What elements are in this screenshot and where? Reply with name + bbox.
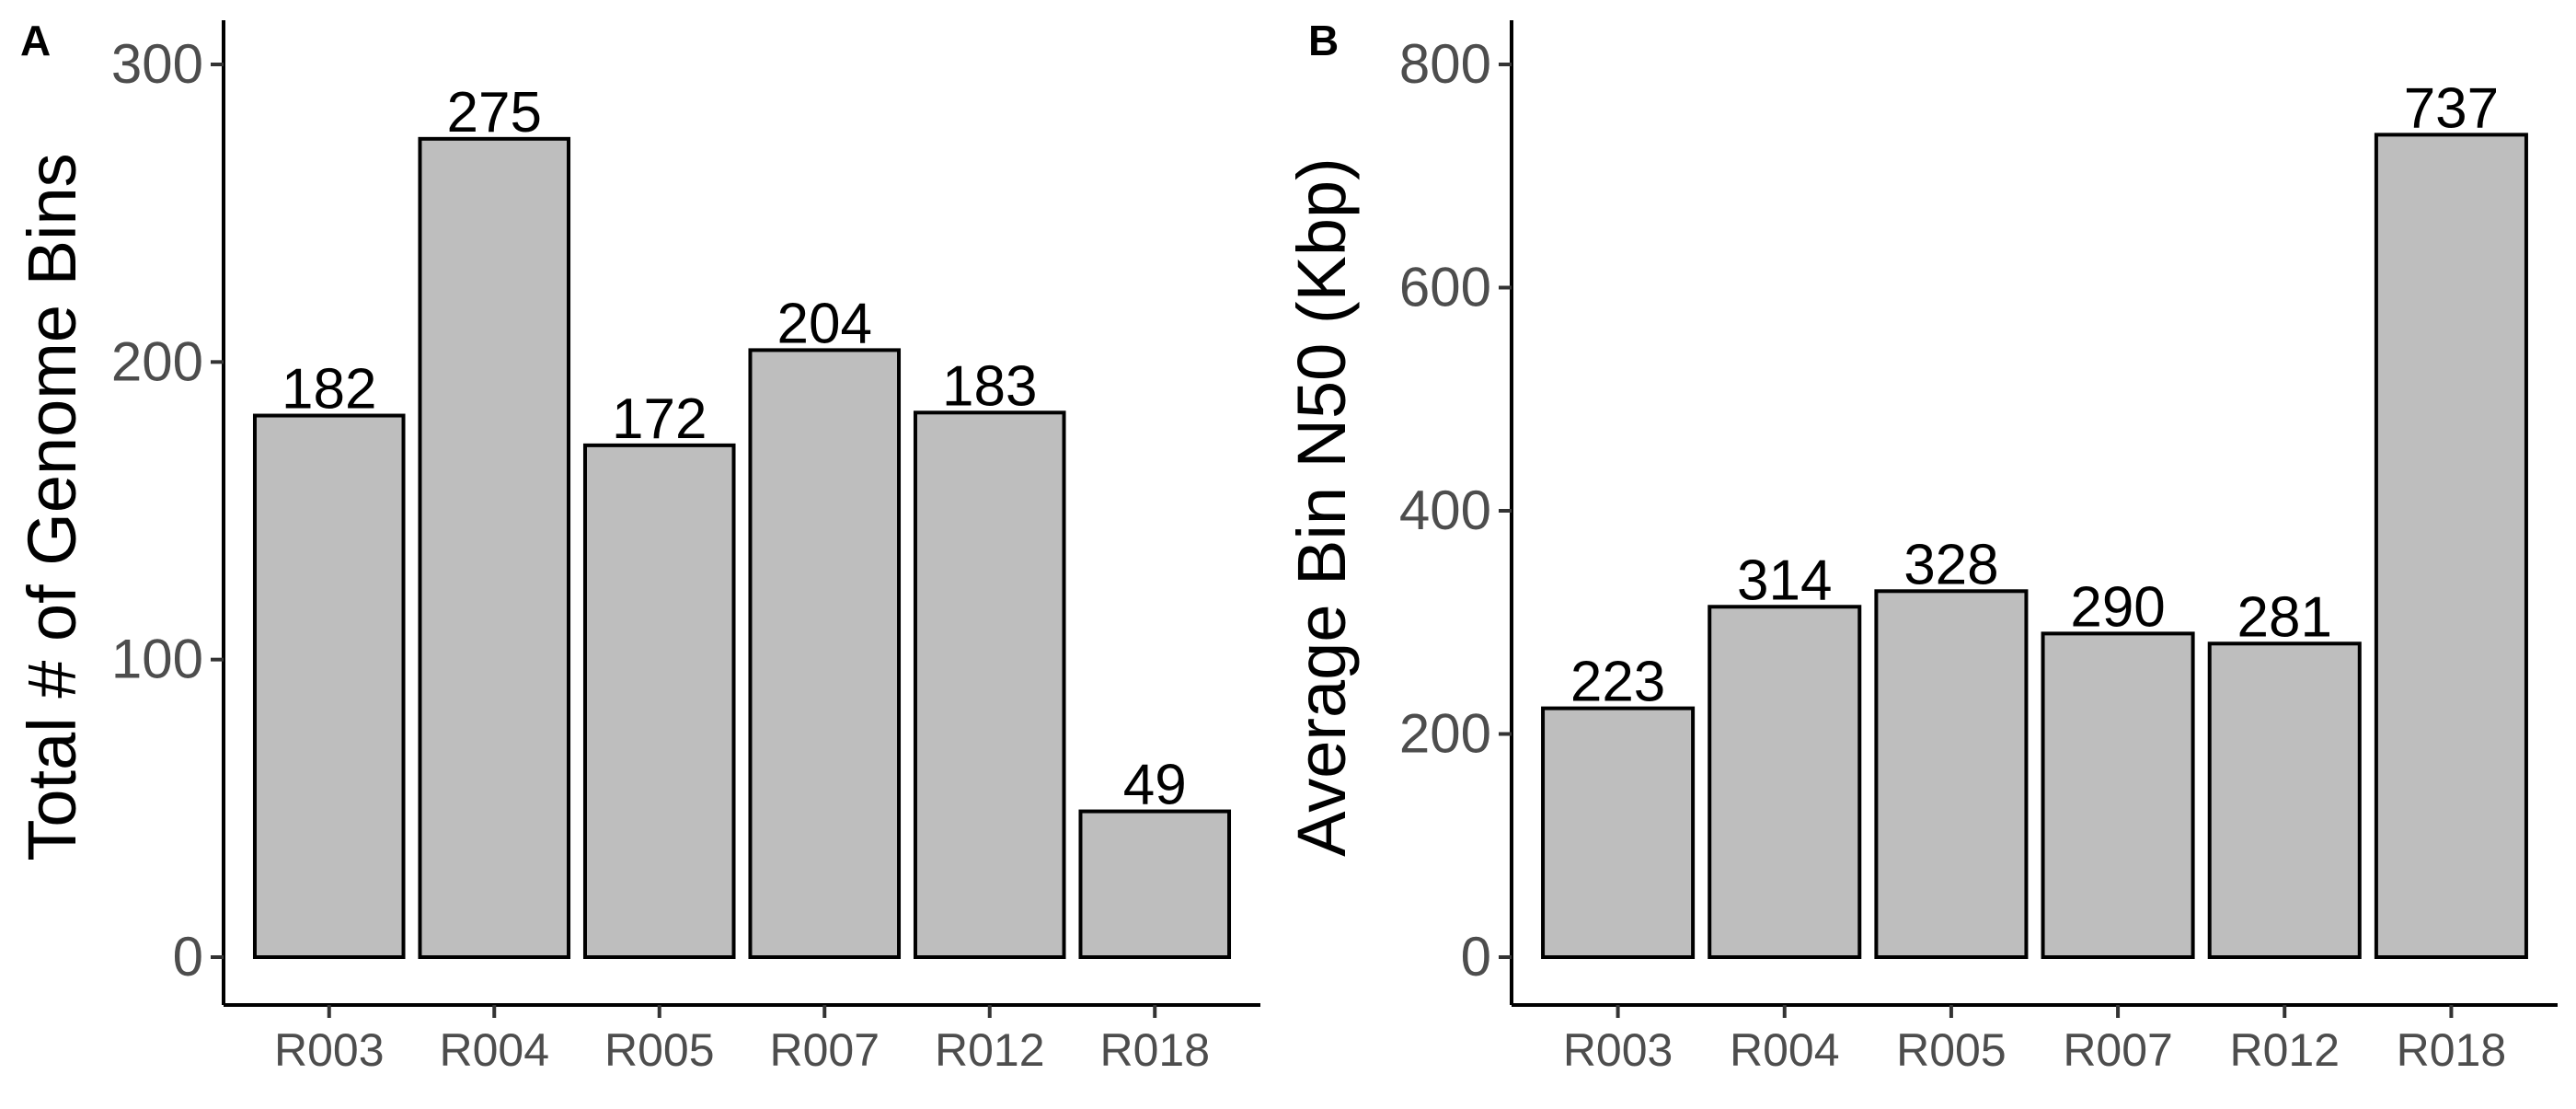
panel-a-xtick-label: R012 — [935, 1024, 1045, 1076]
panel-b-bar-r007 — [2041, 631, 2195, 959]
panel-b-ytick-label: 800 — [1399, 33, 1491, 95]
panel-a-bar-r007 — [748, 348, 902, 959]
panel-a-bar-r012 — [913, 410, 1066, 959]
panel-b-ytick-label: 400 — [1399, 479, 1491, 541]
panel-b-bar-r004 — [1708, 605, 1862, 960]
panel-b-bar-r012 — [2207, 641, 2362, 959]
panel-b-y-axis-title: Average Bin N50 (Kbp) — [1283, 157, 1360, 857]
panel-a-ytick-label: 100 — [111, 629, 203, 690]
panel-a-data-label: 275 — [447, 81, 542, 144]
panel-b-data-label: 328 — [1903, 533, 1998, 596]
panel-a-y-axis-title: Total # of Genome Bins — [14, 153, 90, 861]
panel-a-bar-r003 — [252, 413, 406, 959]
panel-a-bar-r005 — [582, 443, 736, 960]
panel-b-bar-r018 — [2374, 133, 2528, 959]
panel-b-xtick-label: R018 — [2397, 1024, 2507, 1076]
panel-b-data-label: 314 — [1737, 549, 1832, 612]
panel-b-ytick-label: 600 — [1399, 257, 1491, 318]
panel-a-data-label: 182 — [282, 358, 376, 422]
panel-b-xtick-label: R003 — [1563, 1024, 1673, 1076]
panel-b-ytick-label: 200 — [1399, 703, 1491, 765]
panel-b-xtick-label: R004 — [1730, 1024, 1840, 1076]
panel-b-bar-r005 — [1874, 589, 2029, 959]
panel-b-data-label: 281 — [2237, 585, 2332, 649]
panel-a-xtick-label: R007 — [769, 1024, 880, 1076]
panel-a-xtick-label: R003 — [274, 1024, 385, 1076]
panel-b-bar-r003 — [1541, 706, 1696, 959]
panel-b-data-label: 223 — [1570, 651, 1665, 714]
panel-a-data-label: 172 — [612, 387, 707, 451]
panel-a-data-label: 183 — [942, 354, 1037, 418]
panel-b-xtick-label: R005 — [1896, 1024, 2007, 1076]
panel-a-data-label: 49 — [1123, 754, 1187, 817]
panel-a-data-label: 204 — [777, 292, 872, 355]
panel-a-letter: A — [20, 17, 51, 64]
panel-a-xtick-label: R018 — [1099, 1024, 1210, 1076]
panel-a-xtick-label: R005 — [604, 1024, 715, 1076]
panel-a-ytick-label: 0 — [173, 926, 203, 988]
panel-a-bar-r018 — [1078, 809, 1232, 959]
panel-b-data-label: 290 — [2070, 575, 2165, 639]
panel-a-ytick-label: 200 — [111, 330, 203, 392]
panel-b-ytick-label: 0 — [1461, 926, 1491, 988]
panel-b-xtick-label: R007 — [2063, 1024, 2173, 1076]
panel-a-ytick-label: 300 — [111, 33, 203, 95]
panel-b-xtick-label: R012 — [2229, 1024, 2340, 1076]
panel-b-letter: B — [1308, 17, 1339, 64]
panel-b-data-label: 737 — [2404, 76, 2499, 140]
panel-a-xtick-label: R004 — [439, 1024, 549, 1076]
panel-a-bar-r004 — [418, 136, 571, 960]
